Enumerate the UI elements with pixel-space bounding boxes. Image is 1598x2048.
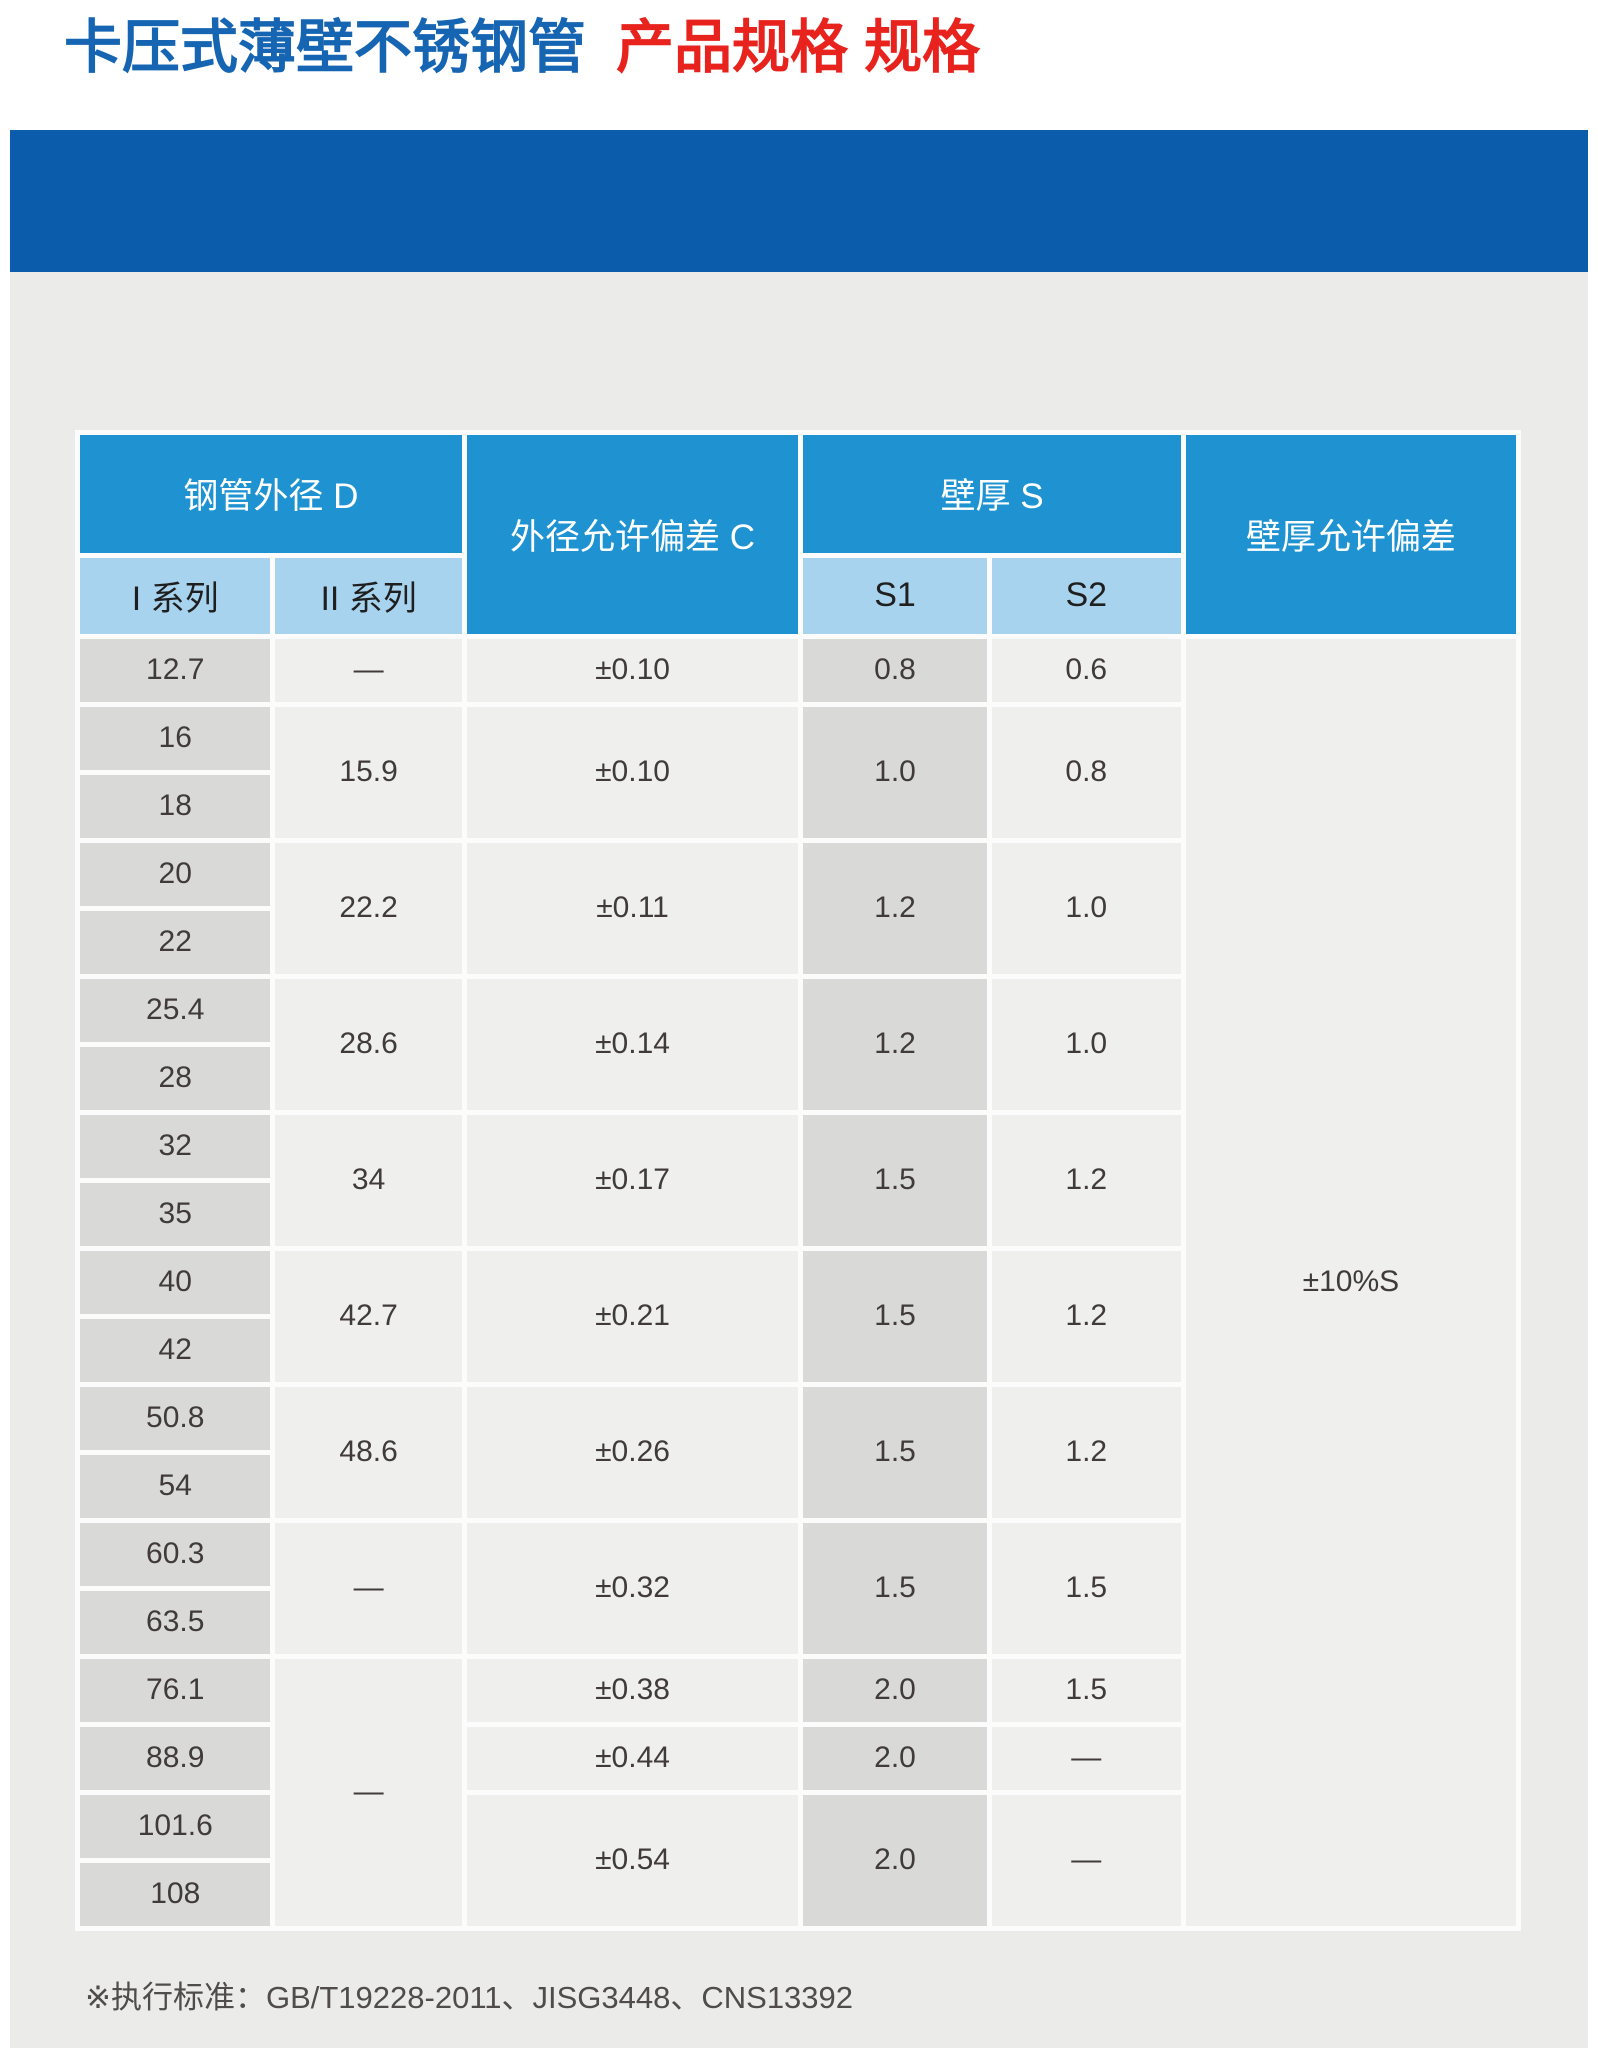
cell-series1: 25.4 bbox=[80, 978, 271, 1042]
cell-od-tolerance: ±0.26 bbox=[466, 1386, 799, 1518]
cell-od-tolerance: ±0.54 bbox=[466, 1794, 799, 1926]
cell-od-tolerance: ±0.32 bbox=[466, 1522, 799, 1654]
cell-s2: 1.0 bbox=[991, 978, 1181, 1110]
header-s2: S2 bbox=[991, 557, 1181, 634]
page-title: 卡压式薄壁不锈钢管 产品规格 规格 bbox=[0, 0, 1598, 85]
header-outer-diameter: 钢管外径 D bbox=[80, 434, 462, 553]
cell-series1: 101.6 bbox=[80, 1794, 271, 1858]
cell-series1: 20 bbox=[80, 842, 271, 906]
cell-series1: 40 bbox=[80, 1250, 271, 1314]
cell-series1: 32 bbox=[80, 1114, 271, 1178]
cell-s2: 1.0 bbox=[991, 842, 1181, 974]
header-s1: S1 bbox=[803, 557, 987, 634]
cell-series1: 108 bbox=[80, 1862, 271, 1926]
cell-s2: 1.2 bbox=[991, 1114, 1181, 1246]
cell-s1: 1.5 bbox=[803, 1250, 987, 1382]
cell-s1: 2.0 bbox=[803, 1726, 987, 1790]
cell-od-tolerance: ±0.10 bbox=[466, 706, 799, 838]
page-title-main: 卡压式薄壁不锈钢管 bbox=[64, 15, 587, 80]
cell-od-tolerance: ±0.11 bbox=[466, 842, 799, 974]
cell-series2: — bbox=[275, 1658, 462, 1926]
cell-s1: 1.2 bbox=[803, 978, 987, 1110]
cell-s2: 1.5 bbox=[991, 1522, 1181, 1654]
cell-od-tolerance: ±0.14 bbox=[466, 978, 799, 1110]
cell-series1: 63.5 bbox=[80, 1590, 271, 1654]
cell-series1: 54 bbox=[80, 1454, 271, 1518]
cell-od-tolerance: ±0.10 bbox=[466, 638, 799, 702]
cell-series1: 60.3 bbox=[80, 1522, 271, 1586]
cell-od-tolerance: ±0.38 bbox=[466, 1658, 799, 1722]
cell-series2: 48.6 bbox=[275, 1386, 462, 1518]
content-panel: 钢管外径 D 外径允许偏差 C 壁厚 S 壁厚允许偏差 I 系列 II 系列 S… bbox=[10, 271, 1588, 2048]
cell-series2: 15.9 bbox=[275, 706, 462, 838]
cell-series1: 35 bbox=[80, 1182, 271, 1246]
spec-table: 钢管外径 D 外径允许偏差 C 壁厚 S 壁厚允许偏差 I 系列 II 系列 S… bbox=[75, 429, 1521, 1931]
cell-s1: 2.0 bbox=[803, 1794, 987, 1926]
cell-series2: — bbox=[275, 1522, 462, 1654]
header-wall-thickness: 壁厚 S bbox=[803, 434, 1181, 553]
header-banner bbox=[10, 129, 1588, 272]
cell-series1: 42 bbox=[80, 1318, 271, 1382]
page-title-accent: 产品规格 规格 bbox=[616, 15, 981, 80]
cell-s1: 1.5 bbox=[803, 1522, 987, 1654]
cell-s1: 1.5 bbox=[803, 1114, 987, 1246]
cell-od-tolerance: ±0.44 bbox=[466, 1726, 799, 1790]
cell-s2: 0.6 bbox=[991, 638, 1181, 702]
cell-series1: 88.9 bbox=[80, 1726, 271, 1790]
cell-series1: 50.8 bbox=[80, 1386, 271, 1450]
cell-series1: 18 bbox=[80, 774, 271, 838]
footnote: ※执行标准：GB/T19228-2011、JISG3448、CNS13392 bbox=[85, 1979, 854, 2015]
cell-series1: 22 bbox=[80, 910, 271, 974]
cell-series2: — bbox=[275, 638, 462, 702]
header-od-tolerance: 外径允许偏差 C bbox=[466, 434, 799, 634]
cell-wall-tolerance: ±10%S bbox=[1185, 638, 1516, 1926]
cell-series1: 28 bbox=[80, 1046, 271, 1110]
cell-s2: — bbox=[991, 1726, 1181, 1790]
cell-s1: 1.0 bbox=[803, 706, 987, 838]
cell-s2: 1.2 bbox=[991, 1386, 1181, 1518]
cell-series1: 16 bbox=[80, 706, 271, 770]
cell-s1: 2.0 bbox=[803, 1658, 987, 1722]
header-wall-tolerance: 壁厚允许偏差 bbox=[1185, 434, 1516, 634]
cell-s2: 1.2 bbox=[991, 1250, 1181, 1382]
cell-od-tolerance: ±0.21 bbox=[466, 1250, 799, 1382]
cell-s1: 1.2 bbox=[803, 842, 987, 974]
cell-series2: 42.7 bbox=[275, 1250, 462, 1382]
cell-series1: 12.7 bbox=[80, 638, 271, 702]
cell-s2: 0.8 bbox=[991, 706, 1181, 838]
cell-series1: 76.1 bbox=[80, 1658, 271, 1722]
cell-s2: — bbox=[991, 1794, 1181, 1926]
cell-s2: 1.5 bbox=[991, 1658, 1181, 1722]
cell-series2: 22.2 bbox=[275, 842, 462, 974]
cell-series2: 34 bbox=[275, 1114, 462, 1246]
cell-od-tolerance: ±0.17 bbox=[466, 1114, 799, 1246]
cell-series2: 28.6 bbox=[275, 978, 462, 1110]
header-series-2: II 系列 bbox=[275, 557, 462, 634]
cell-s1: 0.8 bbox=[803, 638, 987, 702]
header-series-1: I 系列 bbox=[80, 557, 271, 634]
cell-s1: 1.5 bbox=[803, 1386, 987, 1518]
